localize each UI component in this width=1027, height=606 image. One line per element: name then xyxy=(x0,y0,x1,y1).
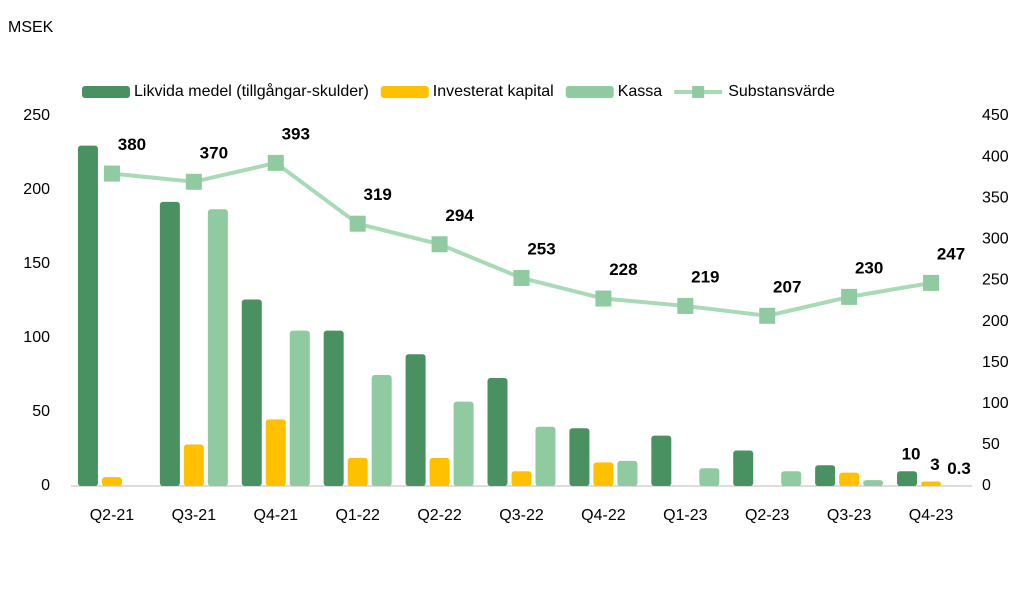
marker xyxy=(759,307,776,324)
legend-swatch xyxy=(692,86,705,98)
marker xyxy=(349,215,366,232)
data-label: 319 xyxy=(363,185,391,204)
legend-label: Kassa xyxy=(618,83,663,100)
bar xyxy=(897,471,918,486)
data-label: 207 xyxy=(773,277,801,296)
data-label: 219 xyxy=(691,267,719,286)
y-tick-label: 150 xyxy=(23,255,50,272)
marker xyxy=(923,274,940,291)
legend-label: Investerat kapital xyxy=(433,83,554,100)
data-label: 294 xyxy=(445,206,474,225)
y-tick-label: 0 xyxy=(41,477,50,494)
unit-label: MSEK xyxy=(8,19,54,36)
bar xyxy=(511,471,532,486)
bar xyxy=(347,457,368,486)
y2-tick-label: 100 xyxy=(982,395,1009,412)
data-label: 247 xyxy=(937,244,965,263)
y-tick-label: 250 xyxy=(23,107,50,124)
marker xyxy=(841,288,858,305)
x-tick-label: Q2-22 xyxy=(417,507,462,524)
x-tick-label: Q2-21 xyxy=(90,507,135,524)
data-label: 253 xyxy=(527,239,555,258)
bar xyxy=(781,471,802,486)
marker xyxy=(595,290,612,307)
bar xyxy=(405,354,426,486)
bar xyxy=(207,209,228,487)
x-tick-label: Q4-23 xyxy=(909,507,954,524)
legend-swatch xyxy=(380,86,429,98)
x-tick-label: Q4-21 xyxy=(254,507,299,524)
marker xyxy=(185,173,202,190)
x-tick-label: Q3-21 xyxy=(172,507,217,524)
bar xyxy=(429,457,450,486)
data-label: 393 xyxy=(282,124,310,143)
x-tick-label: Q4-22 xyxy=(581,507,626,524)
data-label: 228 xyxy=(609,260,637,279)
legend-swatch xyxy=(565,86,614,98)
legend-label: Substansvärde xyxy=(728,83,835,100)
x-tick-label: Q1-22 xyxy=(335,507,380,524)
bar xyxy=(371,375,392,486)
bar xyxy=(289,330,310,486)
bar xyxy=(593,462,614,486)
bar xyxy=(241,299,262,486)
y-tick-label: 200 xyxy=(23,181,50,198)
bar xyxy=(183,444,204,486)
bar xyxy=(699,468,720,486)
marker xyxy=(513,269,530,286)
data-label: 0.3 xyxy=(947,459,971,478)
marker xyxy=(677,297,694,314)
y2-tick-label: 300 xyxy=(982,231,1009,248)
bar xyxy=(101,477,122,486)
bar xyxy=(453,401,474,486)
y-tick-label: 50 xyxy=(32,403,50,420)
marker xyxy=(431,236,448,253)
bar xyxy=(733,450,754,486)
bar xyxy=(839,472,860,486)
bar xyxy=(77,145,98,486)
y2-tick-label: 350 xyxy=(982,189,1009,206)
data-label: 3 xyxy=(930,455,939,474)
x-tick-label: Q3-23 xyxy=(827,507,872,524)
marker xyxy=(267,154,284,171)
bar xyxy=(535,426,556,486)
data-label: 230 xyxy=(855,258,883,277)
legend-label: Likvida medel (tillgångar-skulder) xyxy=(134,82,369,100)
y2-tick-label: 0 xyxy=(982,477,991,494)
data-label: 380 xyxy=(118,135,146,154)
y2-tick-label: 450 xyxy=(982,107,1009,124)
bar xyxy=(265,419,286,486)
x-tick-label: Q1-23 xyxy=(663,507,708,524)
bar xyxy=(815,465,836,486)
x-tick-label: Q2-23 xyxy=(745,507,790,524)
y2-tick-label: 250 xyxy=(982,272,1009,289)
y2-tick-label: 50 xyxy=(982,436,1000,453)
data-label: 10 xyxy=(902,445,921,464)
bar xyxy=(159,201,180,486)
y2-tick-label: 200 xyxy=(982,313,1009,330)
x-tick-label: Q3-22 xyxy=(499,507,544,524)
marker xyxy=(103,165,120,182)
y2-tick-label: 150 xyxy=(982,354,1009,371)
bar xyxy=(569,428,590,486)
data-label: 370 xyxy=(200,143,228,162)
bar xyxy=(651,435,672,486)
legend-swatch xyxy=(82,86,130,98)
bar xyxy=(921,481,942,486)
y2-tick-label: 400 xyxy=(982,148,1009,165)
bar xyxy=(323,330,344,486)
bar xyxy=(863,480,884,486)
bar xyxy=(487,377,508,486)
bar xyxy=(617,460,638,486)
y-tick-label: 100 xyxy=(23,329,50,346)
line xyxy=(111,160,932,318)
